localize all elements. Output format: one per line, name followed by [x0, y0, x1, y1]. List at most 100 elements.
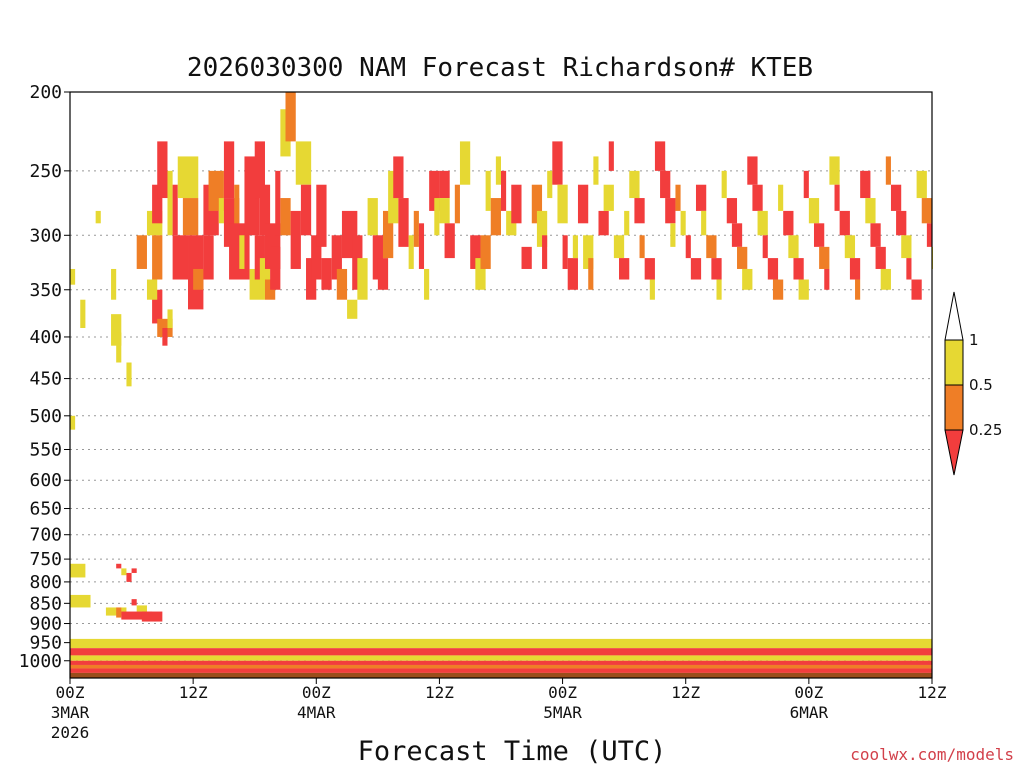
ri-cell-23: [152, 235, 163, 280]
x-tick-label-2-0: 00Z: [302, 683, 331, 702]
ri-cell-30: [146, 279, 158, 300]
ri-cell-22: [152, 184, 163, 224]
ri-cell-77: [393, 156, 404, 199]
ri-cell-98: [511, 184, 522, 224]
x-tick-label-4-0: 00Z: [548, 683, 577, 702]
ri-cell-56: [280, 198, 291, 236]
ri-cell-106: [562, 235, 568, 269]
ri-cell-129: [680, 210, 686, 236]
legend-bottom-arrow: [944, 429, 964, 476]
ri-cell-92: [480, 235, 491, 269]
y-tick-label-600: 600: [29, 470, 62, 491]
ri-cell-114: [603, 184, 614, 211]
chart-title: 2026030300 NAM Forecast Richardson# KTEB: [187, 53, 813, 83]
ri-cell-176: [921, 198, 932, 224]
ri-cell-153: [803, 170, 809, 199]
ri-cell-36: [193, 268, 204, 290]
ri-cell-28: [177, 156, 199, 199]
ri-cell-159: [834, 184, 840, 211]
y-tick-label-650: 650: [29, 499, 62, 520]
ri-cell-26: [167, 170, 173, 236]
ri-cell-83: [429, 170, 440, 211]
ri-cell-67: [336, 268, 348, 300]
ri-cell-89: [459, 141, 471, 185]
ri-cell-93: [485, 170, 491, 211]
ri-cell-78: [398, 198, 409, 247]
ri-cell-33: [167, 309, 173, 329]
ri-cell-13: [121, 611, 153, 620]
ri-cell-151: [793, 258, 804, 280]
ri-cell-34: [172, 235, 189, 280]
y-tick-label-200: 200: [29, 82, 62, 103]
ri-cell-103: [547, 170, 553, 199]
legend-label-0.5: 0.5: [969, 376, 993, 394]
x-tick-label-0-1: 3MAR: [51, 703, 90, 722]
y-tick-label-350: 350: [29, 280, 62, 301]
ri-cell-122: [644, 258, 655, 280]
ri-cell-168: [880, 268, 891, 290]
ri-cell-142: [747, 156, 758, 185]
ri-cell-127: [670, 223, 676, 247]
plot-frame: [69, 91, 933, 679]
ri-cell-158: [829, 156, 840, 185]
legend-top-arrow: [944, 291, 964, 341]
ri-cell-64: [316, 184, 327, 247]
ri-cell-2: [70, 415, 76, 430]
ri-cell-65: [321, 258, 332, 290]
ri-cell-18: [126, 572, 132, 582]
ri-cell-63: [311, 235, 322, 280]
y-tick-label-950: 950: [29, 633, 62, 654]
ri-cell-135: [711, 258, 722, 280]
ri-cell-136: [716, 279, 722, 300]
ri-cell-38: [203, 235, 214, 280]
ri-cell-40: [218, 198, 224, 224]
ri-cell-82: [424, 268, 430, 300]
ri-cell-59: [295, 141, 312, 185]
x-tick-label-0-0: 00Z: [56, 683, 85, 702]
ri-cell-87: [444, 223, 455, 259]
ri-cell-116: [613, 235, 625, 259]
ri-cell-16: [116, 563, 122, 569]
ri-cell-155: [813, 223, 825, 247]
legend-label-1: 1: [969, 331, 979, 349]
ri-cell-105: [557, 184, 568, 224]
boundary-layer-band-3: [70, 660, 932, 665]
x-tick-label-6-1: 6MAR: [790, 703, 829, 722]
ri-cell-174: [911, 279, 922, 300]
ri-cell-101: [536, 210, 548, 247]
x-axis-label: Forecast Time (UTC): [358, 736, 667, 767]
ri-cell-125: [660, 170, 671, 199]
ri-cell-19: [131, 568, 137, 573]
ri-cell-134: [706, 235, 717, 259]
ri-cell-120: [634, 198, 645, 224]
ri-cell-171: [896, 210, 907, 236]
ri-cell-1: [70, 268, 76, 285]
y-tick-label-800: 800: [29, 572, 62, 593]
ri-cell-154: [808, 198, 820, 224]
ri-cell-25: [157, 141, 168, 199]
ri-cell-107: [567, 258, 578, 290]
y-tick-label-1000: 1000: [19, 651, 62, 672]
ri-cell-15: [131, 599, 137, 606]
ri-cell-17: [121, 568, 127, 576]
ri-cell-164: [860, 170, 871, 199]
ri-cell-160: [839, 210, 850, 236]
ri-cell-0: [80, 299, 86, 329]
ri-cell-58: [285, 92, 296, 142]
ri-cell-6: [111, 314, 122, 346]
ri-cell-133: [701, 210, 707, 236]
ri-cell-110: [583, 235, 594, 269]
surface-band: [70, 672, 932, 678]
ri-cell-152: [798, 279, 809, 300]
ri-cell-138: [726, 198, 738, 224]
ri-cell-148: [778, 184, 784, 211]
ri-cell-27: [172, 184, 178, 236]
ri-cell-123: [649, 279, 655, 300]
ri-cell-102: [542, 235, 548, 269]
ri-cell-47: [254, 141, 265, 199]
ri-cell-84: [434, 198, 440, 236]
ri-cell-3: [70, 563, 86, 578]
y-tick-label-850: 850: [29, 593, 62, 614]
ri-cell-128: [675, 184, 681, 211]
ri-cell-130: [685, 235, 691, 259]
